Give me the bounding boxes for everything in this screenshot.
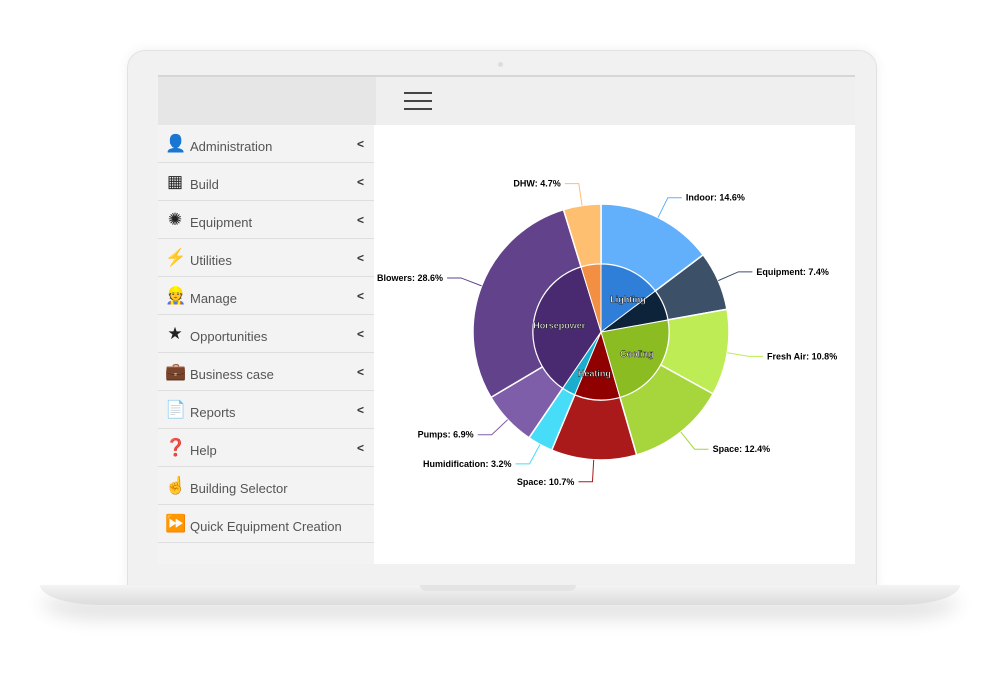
sidebar-item-label: Utilities xyxy=(190,253,232,268)
sidebar-item-opportunities[interactable]: ★ Opportunities < xyxy=(158,315,374,353)
label-connector xyxy=(578,459,595,483)
label-connector xyxy=(515,444,541,465)
report-icon: 📄 xyxy=(165,399,187,419)
question-circle-icon: ❓ xyxy=(165,437,187,457)
sidebar-item-label: Business case xyxy=(190,367,274,382)
hamburger-icon[interactable] xyxy=(404,92,432,110)
sidebar-item-build[interactable]: ▦ Build < xyxy=(158,163,374,201)
sidebar-item-label: Opportunities xyxy=(190,329,268,344)
sidebar-item-help[interactable]: ❓ Help < xyxy=(158,429,374,467)
top-bar xyxy=(376,77,855,125)
data-label: Indoor: 14.6% xyxy=(686,193,745,203)
sidebar-item-manage[interactable]: 👷 Manage < xyxy=(158,277,374,315)
star-icon: ★ xyxy=(167,323,183,343)
sidebar-item-label: Equipment xyxy=(190,215,253,230)
label-connector xyxy=(727,352,764,357)
data-label: Space: 12.4% xyxy=(713,444,771,454)
hand-pointer-icon: ☝ xyxy=(165,475,187,495)
label-connector xyxy=(680,431,709,450)
inner-slice-dhw xyxy=(580,263,602,333)
fast-forward-icon: ⏩ xyxy=(165,513,187,533)
sidebar-item-label: Reports xyxy=(190,405,236,420)
logo-area xyxy=(158,77,376,125)
label-connector xyxy=(477,419,509,436)
inner-slice-horsepower xyxy=(532,266,602,389)
inner-label: Heating xyxy=(578,369,611,379)
chevron-left-icon[interactable]: < xyxy=(356,326,364,341)
laptop-base xyxy=(40,585,960,605)
inner-slice-equipment xyxy=(600,290,669,333)
bolt-icon: ⚡ xyxy=(165,247,187,267)
inner-slice-cooling xyxy=(600,319,670,398)
data-label: Pumps: 6.9% xyxy=(418,430,474,440)
label-connector xyxy=(718,271,753,282)
sidebar-item-label: Build xyxy=(190,177,219,192)
inner-slice-humidification xyxy=(562,331,602,396)
user-tie-icon: 👤 xyxy=(165,133,187,153)
data-label: Humidification: 3.2% xyxy=(423,459,512,469)
sidebar-item-equipment[interactable]: ✺ Equipment < xyxy=(158,201,374,239)
sidebar-item-quick-equipment-creation[interactable]: ⏩ Quick Equipment Creation xyxy=(158,505,374,543)
sidebar-item-label: Quick Equipment Creation xyxy=(190,519,342,534)
sidebar-item-administration[interactable]: 👤 Administration < xyxy=(158,125,374,163)
sidebar-item-reports[interactable]: 📄 Reports < xyxy=(158,391,374,429)
data-label: DHW: 4.7% xyxy=(513,179,560,189)
sidebar-item-label: Building Selector xyxy=(190,481,288,496)
sidebar-item-label: Manage xyxy=(190,291,237,306)
inner-label: Lighting xyxy=(610,295,646,305)
sidebar-item-building-selector[interactable]: ☝ Building Selector xyxy=(158,467,374,505)
briefcase-icon: 💼 xyxy=(165,361,187,381)
building-icon: ▦ xyxy=(166,171,184,191)
sidebar-item-utilities[interactable]: ⚡ Utilities < xyxy=(158,239,374,277)
sidebar-item-business-case[interactable]: 💼 Business case < xyxy=(158,353,374,391)
chevron-left-icon[interactable]: < xyxy=(356,288,364,303)
camera-dot xyxy=(498,62,503,67)
laptop-notch xyxy=(420,585,576,591)
worker-icon: 👷 xyxy=(165,285,187,305)
app-screen: 👤 Administration < ▦ Build < ✺ Equipment < ⚡ U… xyxy=(158,75,855,564)
chevron-left-icon[interactable]: < xyxy=(356,364,364,379)
sunburst-chart: Indoor: 14.6% Equipment: 7.4% Fresh Air: 1… xyxy=(377,179,837,487)
chevron-left-icon[interactable]: < xyxy=(356,136,364,151)
label-connector xyxy=(447,277,482,287)
data-label: Blowers: 28.6% xyxy=(377,273,443,283)
chevron-left-icon[interactable]: < xyxy=(356,250,364,265)
fan-icon: ✺ xyxy=(167,209,183,229)
sidebar: 👤 Administration < ▦ Build < ✺ Equipment < ⚡ U… xyxy=(158,125,374,564)
label-connector xyxy=(564,183,583,206)
inner-label: Cooling xyxy=(620,349,654,359)
data-label: Space: 10.7% xyxy=(517,477,575,487)
sidebar-item-label: Administration xyxy=(190,139,273,154)
main-content: Indoor: 14.6% Equipment: 7.4% Fresh Air: 1… xyxy=(374,125,855,564)
label-connector xyxy=(657,197,682,218)
data-label: Fresh Air: 10.8% xyxy=(767,351,837,361)
chevron-left-icon[interactable]: < xyxy=(356,212,364,227)
data-label: Equipment: 7.4% xyxy=(756,267,829,277)
sidebar-item-label: Help xyxy=(190,443,217,458)
chevron-left-icon[interactable]: < xyxy=(356,174,364,189)
chevron-left-icon[interactable]: < xyxy=(356,402,364,417)
chevron-left-icon[interactable]: < xyxy=(356,440,364,455)
inner-label: Horsepower xyxy=(533,321,586,331)
